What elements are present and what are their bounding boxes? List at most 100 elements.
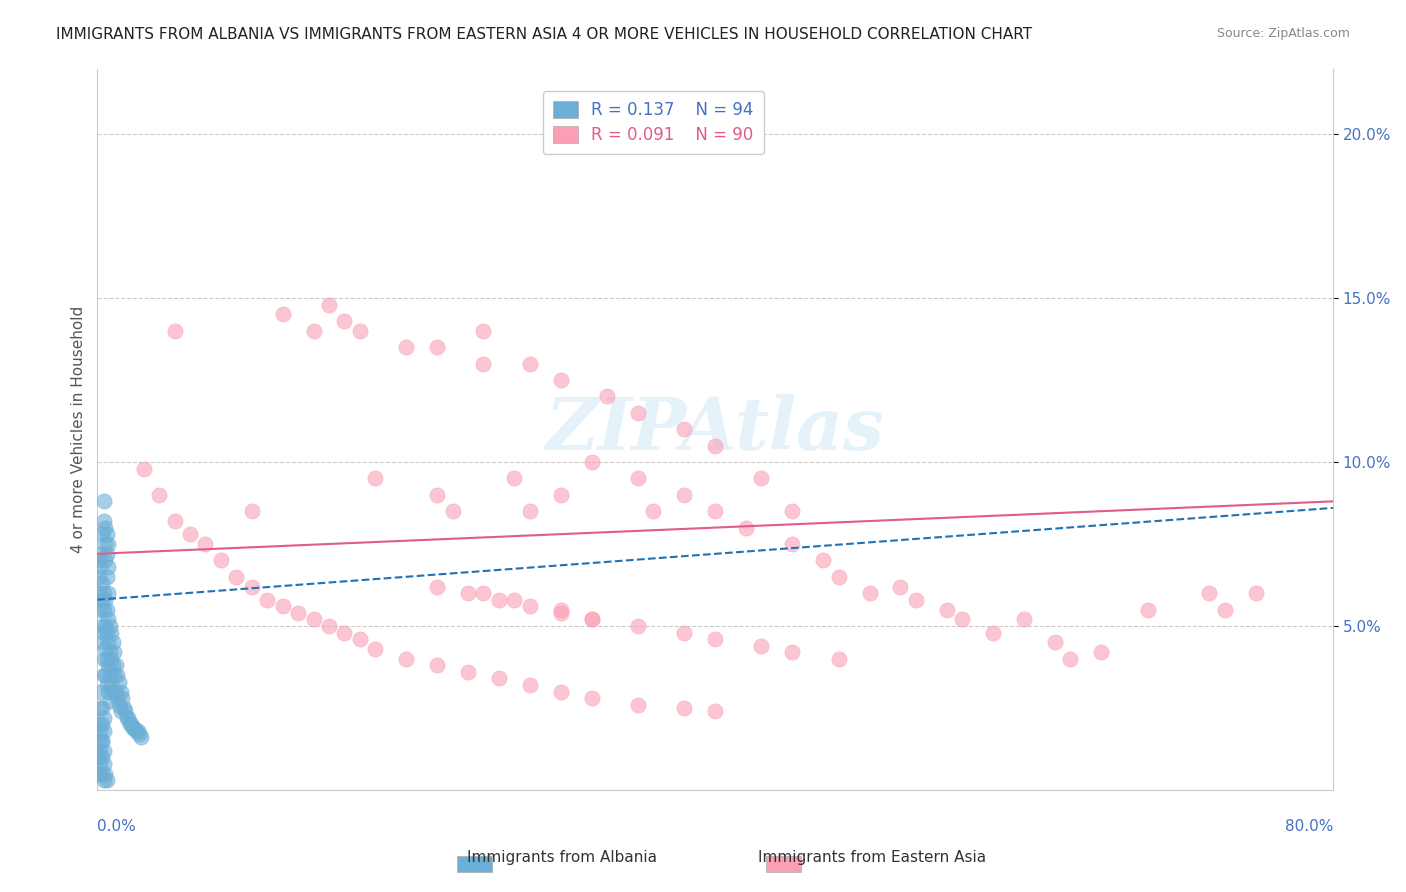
Point: [98, 668, 121, 682]
Point: [97, 612, 120, 626]
Point: [395, 340, 418, 354]
Point: [550, 602, 572, 616]
Point: [426, 488, 449, 502]
Point: [673, 625, 696, 640]
Legend: R = 0.137    N = 94, R = 0.091    N = 90: R = 0.137 N = 94, R = 0.091 N = 90: [543, 91, 763, 154]
Point: [87, 553, 110, 567]
Point: [91, 592, 114, 607]
Point: [1012, 612, 1035, 626]
Point: [91, 576, 114, 591]
Point: [735, 520, 758, 534]
Point: [93, 494, 115, 508]
Point: [349, 324, 371, 338]
Point: [91, 733, 114, 747]
Point: [87, 733, 110, 747]
Point: [87, 570, 110, 584]
Point: [97, 658, 120, 673]
Point: [1059, 652, 1081, 666]
Point: [426, 658, 449, 673]
Point: [94, 668, 117, 682]
Point: [581, 455, 603, 469]
Point: [271, 599, 294, 614]
Point: [96, 527, 118, 541]
Point: [101, 684, 124, 698]
Point: [91, 766, 114, 780]
Point: [828, 652, 851, 666]
Point: [93, 743, 115, 757]
Point: [96, 547, 118, 561]
Point: [97, 537, 120, 551]
Point: [94, 520, 117, 534]
Point: [110, 684, 132, 698]
Point: [163, 514, 186, 528]
Point: [91, 750, 114, 764]
Point: [89, 560, 111, 574]
Point: [97, 684, 120, 698]
Text: IMMIGRANTS FROM ALBANIA VS IMMIGRANTS FROM EASTERN ASIA 4 OR MORE VEHICLES IN HO: IMMIGRANTS FROM ALBANIA VS IMMIGRANTS FR…: [56, 27, 1032, 42]
Point: [96, 625, 118, 640]
Point: [100, 678, 122, 692]
Point: [519, 504, 541, 518]
Point: [858, 586, 880, 600]
Point: [503, 592, 526, 607]
Point: [129, 731, 152, 745]
Point: [1136, 602, 1159, 616]
Point: [271, 308, 294, 322]
Point: [87, 750, 110, 764]
Point: [89, 743, 111, 757]
Point: [240, 580, 263, 594]
Point: [100, 652, 122, 666]
Point: [318, 297, 340, 311]
Point: [96, 678, 118, 692]
Point: [93, 586, 115, 600]
Point: [179, 527, 201, 541]
Point: [302, 324, 325, 338]
Point: [194, 537, 217, 551]
Point: [550, 488, 572, 502]
Point: [163, 324, 186, 338]
Point: [318, 619, 340, 633]
Point: [256, 592, 278, 607]
Point: [97, 560, 120, 574]
Point: [93, 514, 115, 528]
Point: [127, 723, 149, 738]
Point: [96, 773, 118, 788]
Point: [104, 684, 127, 698]
Point: [125, 723, 148, 738]
Point: [97, 635, 120, 649]
Point: [108, 674, 131, 689]
Point: [935, 602, 957, 616]
Point: [209, 553, 232, 567]
Point: [132, 461, 155, 475]
Point: [596, 389, 619, 403]
Point: [114, 704, 136, 718]
Point: [673, 422, 696, 436]
Point: [96, 652, 118, 666]
Point: [472, 357, 495, 371]
Point: [101, 658, 124, 673]
Point: [627, 471, 650, 485]
Point: [782, 645, 804, 659]
Point: [287, 606, 309, 620]
Point: [904, 592, 927, 607]
Point: [813, 553, 835, 567]
Point: [581, 691, 603, 706]
Point: [94, 553, 117, 567]
Point: [93, 625, 115, 640]
Point: [751, 639, 773, 653]
Text: 0.0%: 0.0%: [97, 819, 136, 834]
Point: [89, 684, 111, 698]
Point: [89, 602, 111, 616]
Point: [120, 717, 142, 731]
Point: [1198, 586, 1220, 600]
Point: [101, 635, 124, 649]
Point: [1213, 602, 1236, 616]
Point: [103, 668, 125, 682]
Point: [87, 766, 110, 780]
Point: [108, 698, 131, 712]
Point: [364, 471, 387, 485]
Point: [110, 704, 132, 718]
Point: [225, 570, 247, 584]
Point: [519, 357, 541, 371]
Point: [103, 645, 125, 659]
